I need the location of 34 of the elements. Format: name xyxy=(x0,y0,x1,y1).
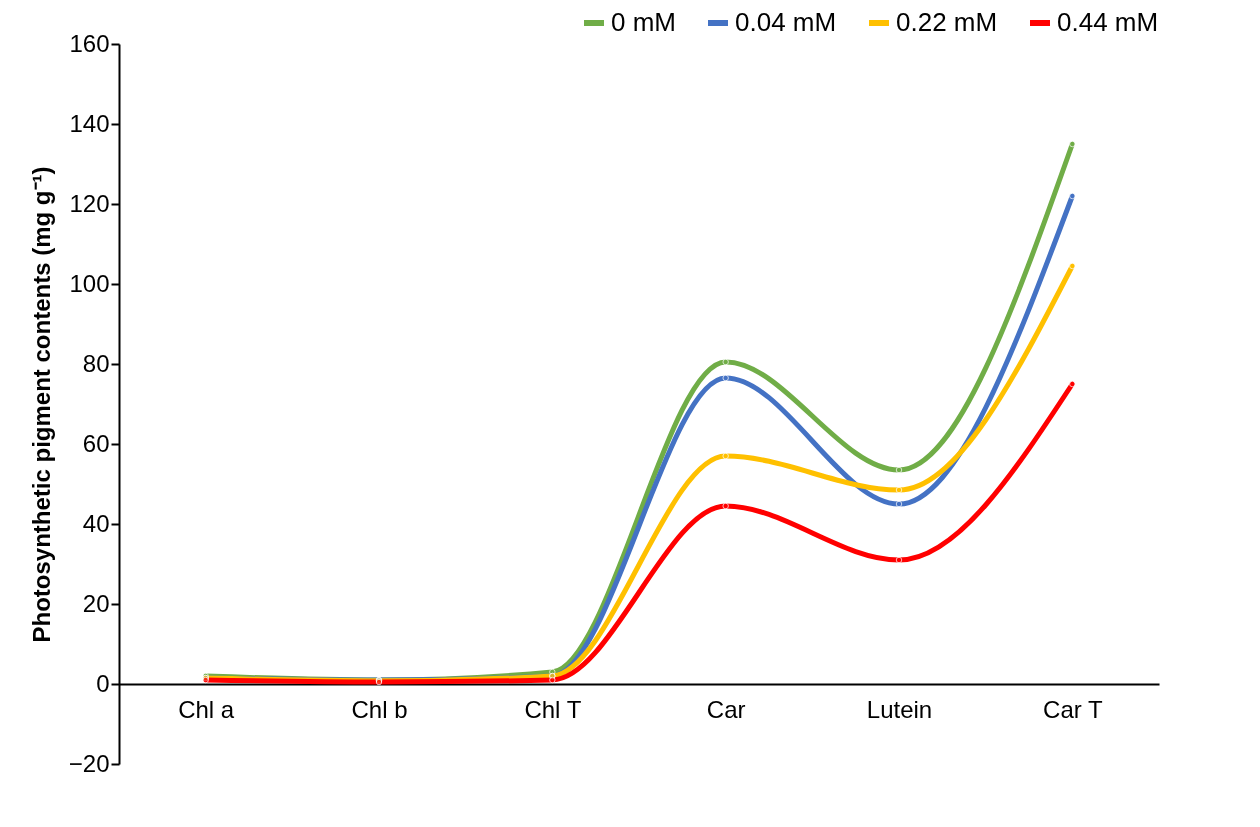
y-axis-title: Photosynthetic pigment contents (mg g⁻¹) xyxy=(27,166,55,643)
point xyxy=(722,502,729,510)
point xyxy=(722,358,729,366)
y-tick-label: 120 xyxy=(69,189,110,217)
point xyxy=(722,452,729,460)
point xyxy=(895,486,903,494)
y-tick-label: 140 xyxy=(69,109,110,137)
y-tick-label: 0 xyxy=(96,669,110,697)
legend-label: 0 mM xyxy=(611,7,676,37)
y-tick-label: 60 xyxy=(82,429,110,457)
point xyxy=(895,556,903,564)
point xyxy=(1069,140,1076,148)
point xyxy=(722,374,729,382)
x-tick-label: Lutein xyxy=(866,695,933,723)
y-tick-label: 40 xyxy=(82,509,110,537)
x-tick-label: Chl T xyxy=(524,695,582,723)
point xyxy=(895,500,903,508)
x-tick-label: Chl a xyxy=(178,695,235,723)
x-tick-label: Car T xyxy=(1043,695,1103,723)
x-tick-label: Car xyxy=(706,695,746,723)
legend-label: 0.04 mM xyxy=(735,7,837,37)
point xyxy=(895,466,903,474)
y-tick-label: 80 xyxy=(82,349,110,377)
point xyxy=(1069,262,1076,270)
legend-label: 0.44 mM xyxy=(1057,7,1159,37)
legend-label: 0.22 mM xyxy=(896,7,998,37)
y-tick-label: −20 xyxy=(68,749,110,777)
y-tick-label: 20 xyxy=(82,589,110,617)
point xyxy=(1069,380,1076,388)
y-tick-label: 100 xyxy=(69,269,110,297)
x-tick-label: Chl b xyxy=(351,695,408,723)
y-tick-label: 160 xyxy=(69,29,110,57)
point xyxy=(1069,192,1076,200)
point xyxy=(549,676,556,684)
